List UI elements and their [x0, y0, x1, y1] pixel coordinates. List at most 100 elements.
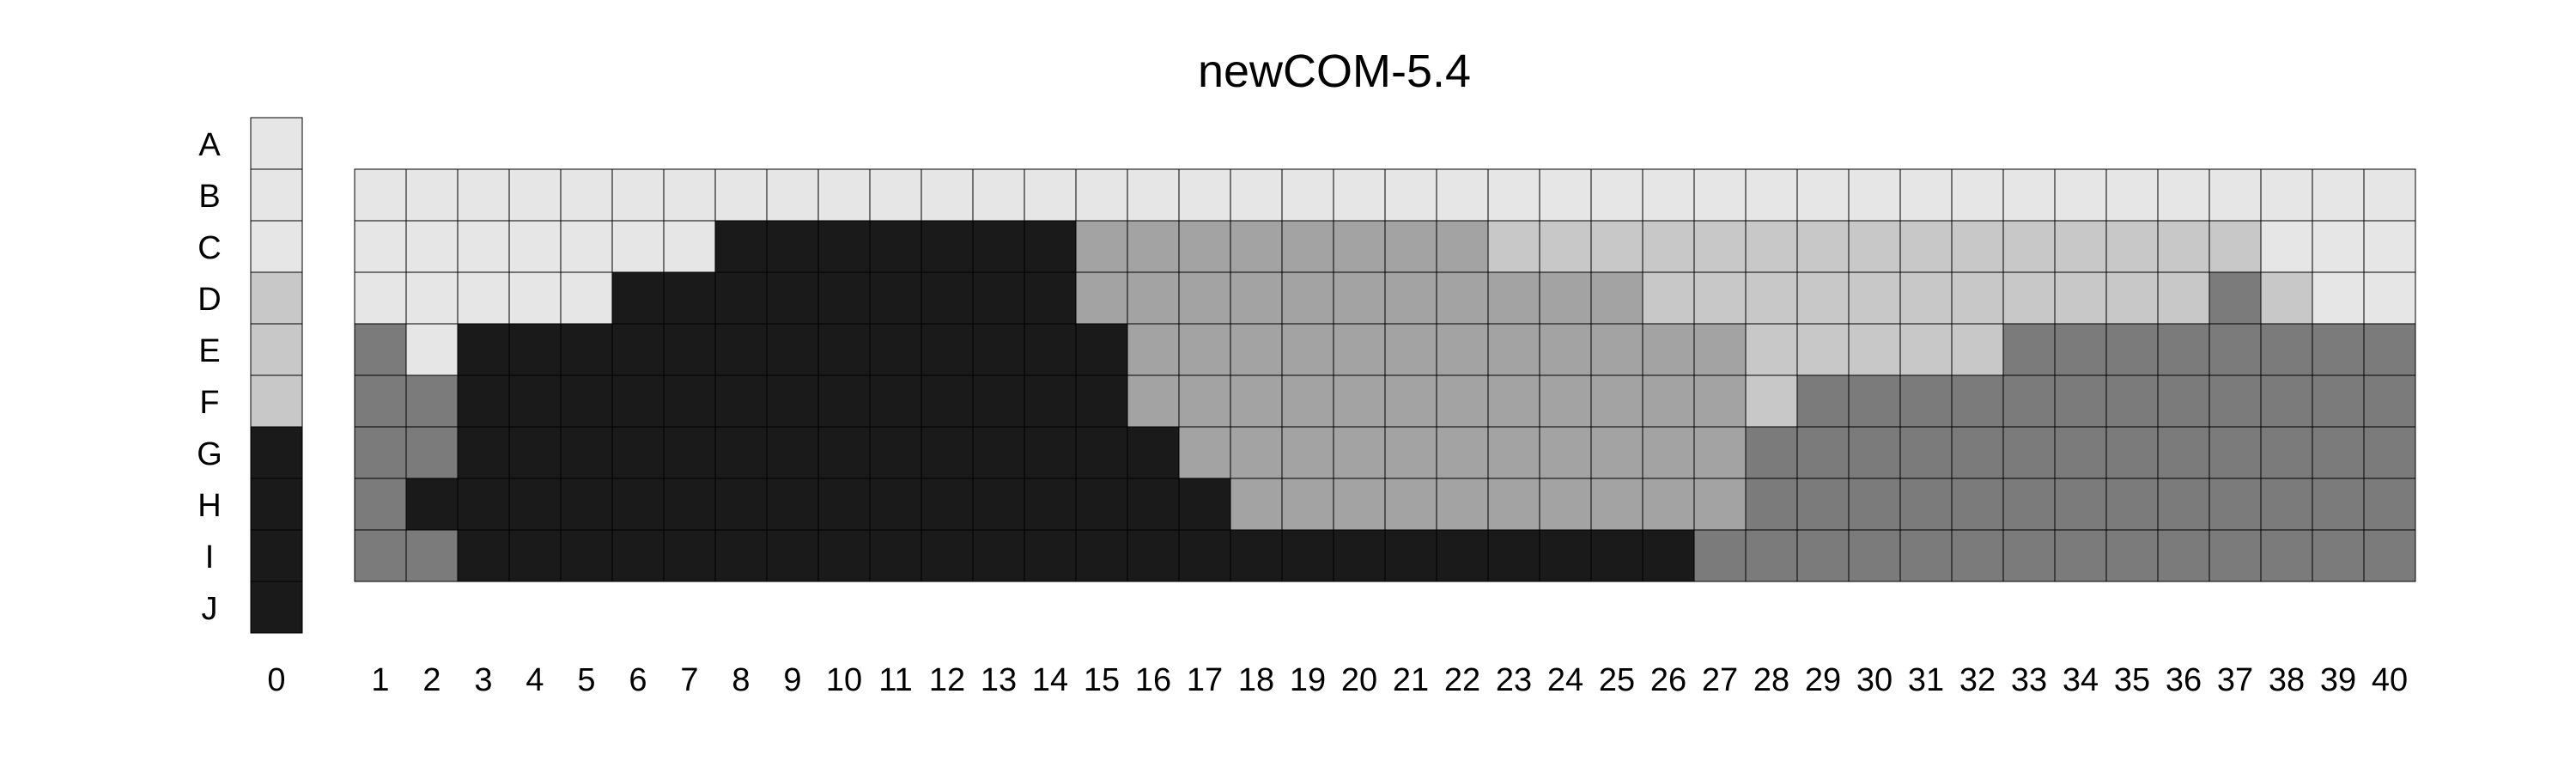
heatmap-cell: [1384, 323, 1437, 376]
heatmap-cell: [2363, 529, 2416, 582]
heatmap-cell: [2260, 220, 2313, 273]
column-label: 24: [1547, 662, 1583, 698]
column-label: 1: [371, 662, 389, 698]
heatmap-cell: [2208, 426, 2262, 479]
heatmap-cell: [1487, 271, 1540, 325]
heatmap-cell: [2312, 478, 2365, 531]
column-label: 26: [1650, 662, 1686, 698]
reference-cell: [250, 374, 303, 428]
heatmap-cell: [663, 426, 716, 479]
heatmap-cell: [405, 220, 459, 273]
heatmap-cell: [1230, 426, 1283, 479]
heatmap-cell: [817, 529, 871, 582]
row-label: F: [199, 385, 219, 421]
heatmap-cell: [2208, 374, 2262, 428]
heatmap-cell: [2002, 220, 2056, 273]
heatmap-cell: [1333, 426, 1386, 479]
heatmap-cell: [1642, 529, 1695, 582]
heatmap-cell: [972, 426, 1025, 479]
heatmap-cell: [2054, 426, 2107, 479]
column-label: 14: [1032, 662, 1068, 698]
heatmap-cell: [972, 220, 1025, 273]
heatmap-cell: [817, 374, 871, 428]
heatmap-cell: [2105, 529, 2159, 582]
reference-cell: [250, 478, 303, 531]
heatmap-cell: [2260, 168, 2313, 222]
heatmap-cell: [2054, 220, 2107, 273]
heatmap-cell: [1899, 478, 1953, 531]
heatmap-cell: [1024, 271, 1077, 325]
heatmap-cell: [920, 271, 974, 325]
heatmap-cell: [2054, 478, 2107, 531]
heatmap-cell: [2260, 323, 2313, 376]
heatmap-cell: [405, 323, 459, 376]
heatmap-cell: [405, 271, 459, 325]
heatmap-cell: [920, 426, 974, 479]
heatmap-cell: [817, 478, 871, 531]
heatmap-cell: [1642, 271, 1695, 325]
heatmap-cell: [1127, 271, 1180, 325]
heatmap-cell: [1745, 271, 1798, 325]
heatmap-cell: [405, 426, 459, 479]
heatmap-cell: [663, 220, 716, 273]
heatmap-cell: [972, 323, 1025, 376]
heatmap-cell: [1539, 529, 1592, 582]
heatmap-cell: [2312, 529, 2365, 582]
heatmap-cell: [354, 168, 407, 222]
heatmap-cell: [457, 323, 510, 376]
heatmap-cell: [663, 271, 716, 325]
heatmap-cell: [560, 220, 613, 273]
column-label: 27: [1702, 662, 1738, 698]
column-label: 25: [1599, 662, 1635, 698]
column-label: 3: [474, 662, 492, 698]
heatmap-cell: [2260, 426, 2313, 479]
heatmap-cell: [2363, 374, 2416, 428]
heatmap-cell: [2105, 168, 2159, 222]
heatmap-cell: [1642, 426, 1695, 479]
heatmap-cell: [1796, 220, 1850, 273]
heatmap-cell: [1075, 168, 1128, 222]
column-label: 15: [1084, 662, 1120, 698]
reference-cell: [250, 117, 303, 170]
heatmap-cell: [2105, 271, 2159, 325]
heatmap-cell: [1075, 271, 1128, 325]
heatmap-cell: [560, 374, 613, 428]
heatmap-cell: [869, 478, 922, 531]
heatmap-cell: [1436, 168, 1489, 222]
heatmap-cell: [1693, 426, 1747, 479]
heatmap-cell: [560, 271, 613, 325]
heatmap-cell: [1848, 220, 1901, 273]
heatmap-cell: [1436, 426, 1489, 479]
heatmap-cell: [1590, 426, 1643, 479]
heatmap-cell: [1951, 478, 2004, 531]
column-label: 12: [929, 662, 965, 698]
heatmap-cell: [663, 478, 716, 531]
heatmap-cell: [1333, 168, 1386, 222]
heatmap-cell: [1848, 426, 1901, 479]
heatmap-cell: [714, 426, 768, 479]
row-label: G: [197, 436, 222, 472]
heatmap-cell: [2002, 426, 2056, 479]
heatmap-cell: [405, 374, 459, 428]
column-label: 11: [878, 662, 912, 698]
heatmap-cell: [714, 168, 768, 222]
heatmap-cell: [2157, 168, 2210, 222]
heatmap-cell: [1384, 478, 1437, 531]
heatmap-cell: [2157, 271, 2210, 325]
heatmap-cell: [1642, 323, 1695, 376]
heatmap-cell: [2157, 529, 2210, 582]
heatmap-cell: [1127, 478, 1180, 531]
heatmap-cell: [2054, 323, 2107, 376]
heatmap-cell: [2312, 374, 2365, 428]
column-label: 6: [629, 662, 647, 698]
heatmap-cell: [2157, 220, 2210, 273]
heatmap-cell: [1693, 271, 1747, 325]
heatmap-cell: [1075, 426, 1128, 479]
column-label: 32: [1959, 662, 1996, 698]
heatmap-cell: [972, 168, 1025, 222]
heatmap-cell: [508, 478, 562, 531]
heatmap-cell: [1642, 220, 1695, 273]
heatmap-cell: [1333, 271, 1386, 325]
heatmap-cell: [1745, 323, 1798, 376]
heatmap-cell: [2157, 478, 2210, 531]
